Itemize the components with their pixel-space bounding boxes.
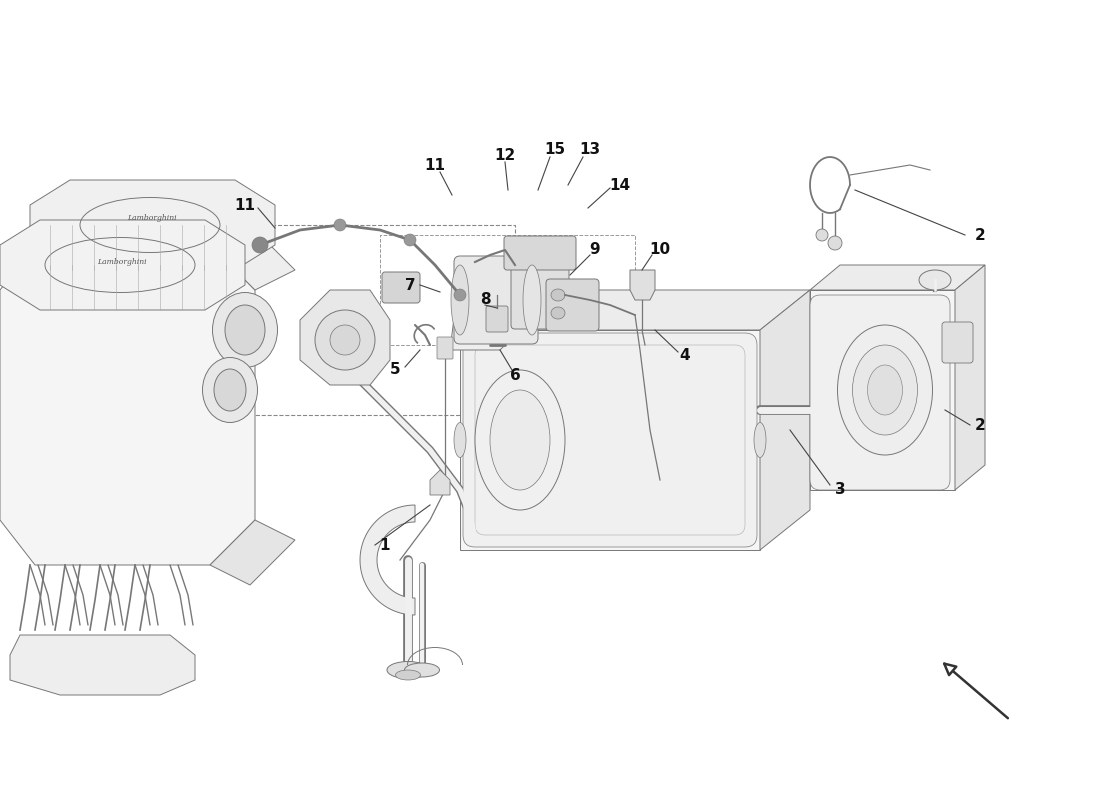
Text: 15: 15	[544, 142, 565, 158]
Text: Lamborghini: Lamborghini	[97, 258, 146, 266]
Ellipse shape	[405, 663, 440, 677]
Ellipse shape	[451, 265, 469, 335]
Ellipse shape	[868, 365, 902, 415]
Polygon shape	[460, 290, 810, 330]
Circle shape	[828, 236, 842, 250]
Ellipse shape	[226, 305, 265, 355]
Circle shape	[454, 289, 466, 301]
Text: 2: 2	[975, 227, 986, 242]
Text: 11: 11	[234, 198, 255, 213]
Text: Lamborghini: Lamborghini	[128, 214, 177, 222]
Circle shape	[816, 229, 828, 241]
Text: 3: 3	[835, 482, 845, 498]
Ellipse shape	[918, 270, 952, 290]
Text: 11: 11	[425, 158, 446, 173]
Polygon shape	[0, 245, 255, 565]
Polygon shape	[10, 635, 195, 695]
FancyBboxPatch shape	[504, 236, 576, 270]
Ellipse shape	[837, 325, 933, 455]
Polygon shape	[210, 520, 295, 585]
FancyBboxPatch shape	[486, 306, 508, 332]
Text: 13: 13	[580, 142, 601, 158]
FancyBboxPatch shape	[463, 333, 757, 547]
FancyBboxPatch shape	[942, 322, 974, 363]
Ellipse shape	[387, 662, 429, 678]
Ellipse shape	[551, 289, 565, 301]
Ellipse shape	[852, 345, 917, 435]
Polygon shape	[810, 265, 984, 290]
Text: 9: 9	[590, 242, 601, 258]
Polygon shape	[0, 220, 245, 310]
Ellipse shape	[551, 307, 565, 319]
Ellipse shape	[522, 265, 541, 335]
Circle shape	[252, 237, 268, 253]
Polygon shape	[460, 330, 760, 550]
Text: 4: 4	[680, 347, 691, 362]
Text: 6: 6	[509, 367, 520, 382]
FancyBboxPatch shape	[810, 295, 950, 490]
Polygon shape	[35, 225, 295, 290]
Polygon shape	[810, 290, 955, 490]
FancyBboxPatch shape	[546, 279, 600, 331]
Text: 1: 1	[379, 538, 390, 553]
Ellipse shape	[754, 422, 766, 458]
Polygon shape	[360, 505, 415, 615]
Text: 5: 5	[389, 362, 400, 378]
Text: 8: 8	[480, 293, 491, 307]
Polygon shape	[300, 290, 390, 385]
Circle shape	[334, 219, 346, 231]
Circle shape	[404, 234, 416, 246]
Polygon shape	[430, 470, 450, 495]
Text: 14: 14	[609, 178, 630, 193]
Ellipse shape	[202, 358, 257, 422]
Polygon shape	[760, 290, 810, 550]
Ellipse shape	[490, 390, 550, 490]
Ellipse shape	[212, 293, 277, 367]
Polygon shape	[955, 265, 984, 490]
Text: 7: 7	[405, 278, 416, 293]
Text: 2: 2	[975, 418, 986, 433]
Text: 12: 12	[494, 147, 516, 162]
FancyBboxPatch shape	[437, 337, 453, 359]
Circle shape	[315, 310, 375, 370]
Circle shape	[330, 325, 360, 355]
FancyBboxPatch shape	[454, 256, 538, 344]
FancyBboxPatch shape	[382, 272, 420, 303]
Ellipse shape	[454, 422, 466, 458]
Ellipse shape	[475, 370, 565, 510]
Text: 10: 10	[649, 242, 671, 258]
FancyBboxPatch shape	[512, 261, 569, 329]
Polygon shape	[630, 270, 654, 300]
Polygon shape	[30, 180, 275, 270]
Polygon shape	[450, 290, 520, 350]
Ellipse shape	[396, 670, 420, 680]
Ellipse shape	[214, 369, 246, 411]
